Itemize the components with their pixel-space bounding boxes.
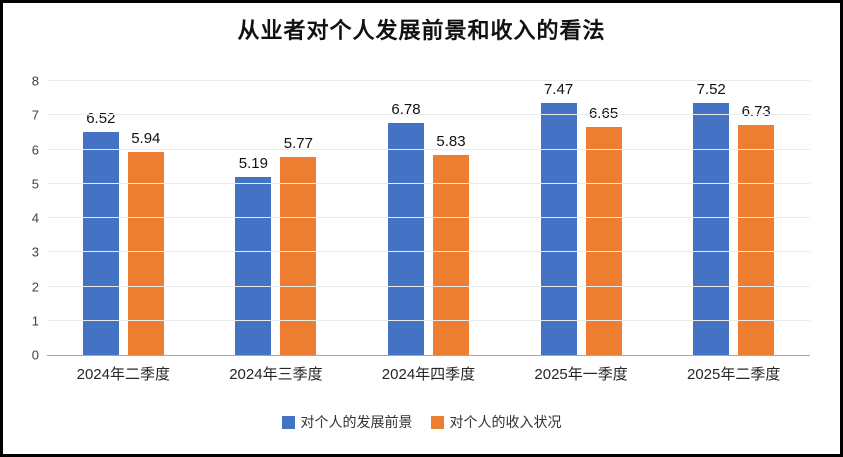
gridline bbox=[47, 114, 810, 116]
bar-column-series-1: 7.47 bbox=[540, 81, 577, 355]
legend-item-series-2: 对个人的收入状况 bbox=[430, 412, 562, 432]
bar-series-1 bbox=[540, 103, 577, 355]
gridline bbox=[47, 319, 810, 321]
y-tick-label: 5 bbox=[31, 176, 39, 192]
bar-column-series-1: 7.52 bbox=[693, 81, 730, 355]
legend: 对个人的发展前景 对个人的收入状况 bbox=[3, 412, 840, 432]
y-tick-label: 2 bbox=[31, 279, 39, 294]
x-tick-label: 2025年一季度 bbox=[534, 366, 628, 383]
x-axis-labels: 2024年二季度 2024年三季度 2024年四季度 2025年一季度 2025年二季度 bbox=[47, 363, 810, 384]
bar-series-2 bbox=[738, 124, 775, 355]
x-tick-label: 2024年三季度 bbox=[229, 366, 323, 383]
y-tick-label: 7 bbox=[31, 107, 39, 123]
bar-column-series-2: 6.65 bbox=[585, 81, 622, 355]
bar-value-label: 6.52 bbox=[86, 109, 116, 127]
gridline bbox=[47, 217, 810, 218]
bar-column-series-1: 6.78 bbox=[387, 81, 424, 355]
bar-group: 5.19 5.77 bbox=[200, 81, 353, 355]
bar-value-label: 7.47 bbox=[543, 81, 574, 98]
bar-group: 7.52 6.73 bbox=[657, 81, 810, 355]
y-tick-label: 1 bbox=[31, 313, 39, 329]
bar-series-1 bbox=[387, 122, 424, 355]
bar-column-series-2: 5.83 bbox=[432, 81, 469, 355]
y-tick-label: 6 bbox=[31, 142, 39, 157]
x-tick-label: 2024年四季度 bbox=[381, 366, 476, 383]
bar-value-label: 5.77 bbox=[283, 135, 313, 153]
bar-value-label: 5.94 bbox=[131, 129, 161, 147]
y-tick-label: 4 bbox=[31, 210, 39, 226]
bar-value-label: 5.83 bbox=[436, 133, 466, 151]
x-tick-label: 2025年二季度 bbox=[686, 366, 781, 383]
legend-label: 对个人的收入状况 bbox=[449, 414, 562, 430]
bar-value-label: 5.19 bbox=[238, 155, 268, 173]
bar-series-2 bbox=[127, 151, 164, 355]
bar-group: 6.52 5.94 bbox=[47, 81, 200, 355]
bar-column-series-2: 5.77 bbox=[280, 81, 317, 355]
bar-series-2 bbox=[585, 127, 622, 355]
chart-title: 从业者对个人发展前景和收入的看法 bbox=[237, 18, 606, 43]
bar-group: 7.47 6.65 bbox=[505, 81, 658, 355]
bar-groups: 6.52 5.94 5.19 5.77 6.78 5.83 7.47 6.65 7.52 6.73 bbox=[47, 81, 810, 355]
bar-series-1 bbox=[82, 131, 119, 355]
bar-column-series-2: 6.73 bbox=[738, 81, 775, 355]
gridline bbox=[47, 285, 810, 287]
y-tick-label: 0 bbox=[31, 347, 39, 363]
y-tick-label: 8 bbox=[31, 73, 39, 89]
y-axis: 0 1 2 3 4 5 6 7 8 bbox=[13, 75, 47, 362]
bar-column-series-2: 5.94 bbox=[127, 81, 164, 355]
y-tick-label: 3 bbox=[31, 244, 39, 260]
x-tick-label: 2024年二季度 bbox=[76, 366, 170, 383]
gridline bbox=[47, 148, 810, 150]
bar-series-1 bbox=[693, 103, 730, 355]
gridline bbox=[47, 80, 810, 81]
legend-swatch-icon bbox=[281, 415, 295, 429]
legend-label: 对个人的发展前景 bbox=[300, 414, 413, 430]
bar-series-2 bbox=[432, 155, 469, 355]
plot-area: 6.52 5.94 5.19 5.77 6.78 5.83 7.47 6.65 7.52 6.73 bbox=[47, 80, 810, 356]
bar-value-label: 7.52 bbox=[696, 81, 726, 98]
gridline bbox=[47, 182, 810, 184]
legend-item-series-1: 对个人的发展前景 bbox=[281, 412, 413, 432]
gridline bbox=[47, 251, 810, 253]
legend-swatch-icon bbox=[430, 415, 444, 429]
bar-group: 6.78 5.83 bbox=[352, 81, 505, 355]
bar-value-label: 6.65 bbox=[588, 105, 619, 123]
bar-series-2 bbox=[280, 157, 317, 355]
bar-value-label: 6.73 bbox=[741, 102, 771, 120]
bar-series-1 bbox=[235, 177, 272, 355]
bar-value-label: 6.78 bbox=[391, 100, 421, 118]
bar-column-series-1: 5.19 bbox=[235, 81, 272, 355]
bar-column-series-1: 6.52 bbox=[82, 81, 119, 355]
